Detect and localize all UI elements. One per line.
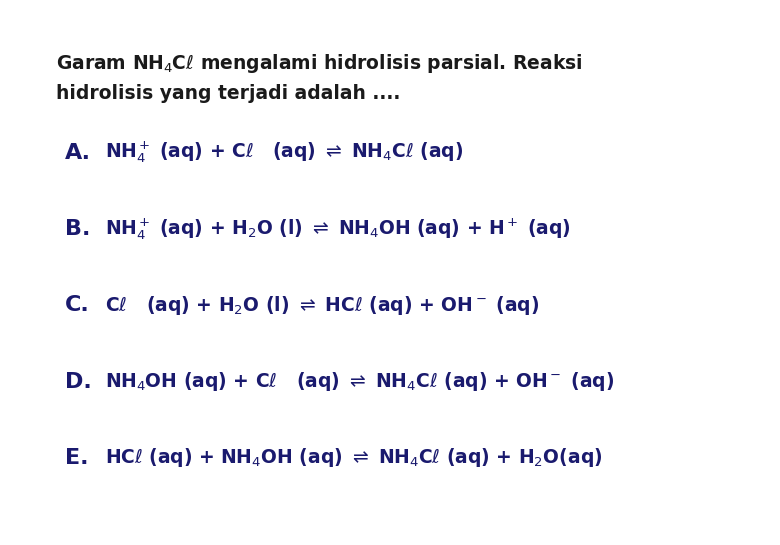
- Text: HC$\ell$ (aq) + NH$_4$OH (aq) $\rightleftharpoons$ NH$_4$C$\ell$ (aq) + H$_2$O(a: HC$\ell$ (aq) + NH$_4$OH (aq) $\rightlef…: [105, 446, 603, 469]
- Text: C$\ell$   (aq) + H$_2$O (l) $\rightleftharpoons$ HC$\ell$ (aq) + OH$^-$ (aq): C$\ell$ (aq) + H$_2$O (l) $\rightlefthar…: [105, 294, 540, 317]
- Text: E.: E.: [65, 448, 88, 468]
- Text: C.: C.: [65, 295, 90, 315]
- Text: Garam NH$_4$C$\ell$ mengalami hidrolisis parsial. Reaksi: Garam NH$_4$C$\ell$ mengalami hidrolisis…: [56, 52, 583, 75]
- Text: B.: B.: [65, 219, 90, 239]
- Text: NH$_4^+$ (aq) + C$\ell$   (aq) $\rightleftharpoons$ NH$_4$C$\ell$ (aq): NH$_4^+$ (aq) + C$\ell$ (aq) $\rightleft…: [105, 140, 463, 165]
- Text: A.: A.: [65, 143, 90, 162]
- Text: D.: D.: [65, 372, 91, 391]
- Text: NH$_4$OH (aq) + C$\ell$   (aq) $\rightleftharpoons$ NH$_4$C$\ell$ (aq) + OH$^-$ : NH$_4$OH (aq) + C$\ell$ (aq) $\rightleft…: [105, 370, 615, 393]
- Text: hidrolisis yang terjadi adalah ....: hidrolisis yang terjadi adalah ....: [56, 84, 401, 104]
- Text: NH$_4^+$ (aq) + H$_2$O (l) $\rightleftharpoons$ NH$_4$OH (aq) + H$^+$ (aq): NH$_4^+$ (aq) + H$_2$O (l) $\rightleftha…: [105, 216, 571, 241]
